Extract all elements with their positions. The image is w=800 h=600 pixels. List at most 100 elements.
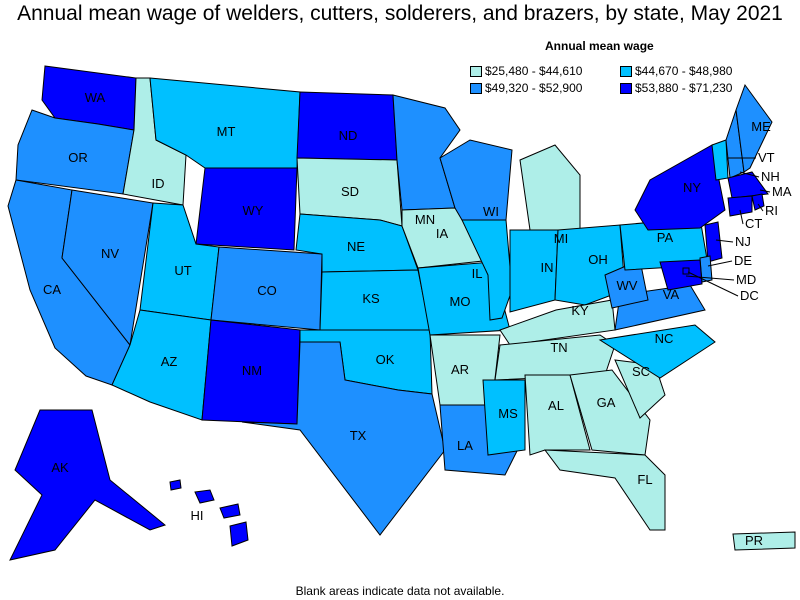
state-ri [751,193,765,211]
state-label-hi: HI [191,508,204,523]
legend-item-c1: $25,480 - $44,610 [470,64,582,78]
state-ny [634,144,726,231]
state-label-in: IN [541,260,554,275]
state-label-dc: DC [740,288,759,303]
state-shapes [7,65,796,561]
state-label-nm: NM [242,363,262,378]
state-label-az: AZ [161,354,178,369]
state-label-ar: AR [451,362,469,377]
state-tn [494,334,616,381]
legend-item-c3: $49,320 - $52,900 [470,81,582,95]
state-label-ri: RI [765,203,778,218]
state-me [735,83,773,173]
legend-label: $44,670 - $48,980 [635,64,733,78]
state-label-vt: VT [758,150,775,165]
state-ms [482,379,526,456]
legend-swatch [470,83,482,94]
state-label-ny: NY [683,180,701,195]
state-al [524,374,591,456]
state-ga [569,369,651,456]
state-label-ut: UT [174,263,191,278]
state-label-al: AL [548,398,564,413]
state-pr [732,531,796,551]
legend: $25,480 - $44,610 $44,670 - $48,980 $49,32… [470,64,770,98]
state-label-me: ME [751,119,771,134]
callout-line-ma [759,189,771,193]
state-label-sc: SC [632,364,650,379]
state-label-wa: WA [85,90,106,105]
state-label-mn: MN [415,212,435,227]
state-hi-island [219,503,241,519]
state-wy [195,167,298,251]
legend-label: $49,320 - $52,900 [485,81,583,95]
state-label-nc: NC [655,331,674,346]
callout-line-nj [715,239,734,243]
state-label-nj: NJ [735,234,751,249]
callout-line-nh [739,171,760,178]
callout-line-ct [739,209,744,225]
state-md [659,259,703,291]
legend-label: $25,480 - $44,610 [485,64,583,78]
state-label-nd: ND [339,128,358,143]
state-label-nv: NV [101,246,119,261]
state-mi [519,144,581,231]
state-label-mo: MO [450,294,471,309]
state-nj [704,221,723,263]
state-label-ct: CT [745,216,762,231]
state-ak [9,409,167,561]
legend-swatch [620,66,632,77]
state-label-id: ID [152,176,165,191]
state-ky [499,299,616,346]
state-label-tn: TN [550,340,567,355]
state-label-la: LA [457,438,473,453]
legend-title: Annual mean wage [545,39,654,53]
state-label-ia: IA [436,226,449,241]
state-label-il: IL [472,266,483,281]
callout-line-dc [687,271,739,297]
map-title: Annual mean wage of welders, cutters, so… [17,2,783,25]
state-label-ne: NE [347,239,365,254]
state-hi-island [169,479,182,491]
state-label-ak: AK [51,460,69,475]
state-label-wi: WI [483,204,499,219]
state-label-co: CO [257,283,277,298]
state-fl [543,449,666,531]
state-label-tx: TX [350,428,367,443]
legend-label: $53,880 - $71,230 [635,81,733,95]
state-label-fl: FL [637,472,652,487]
callout-line-ri [757,203,764,212]
callout-line-de [707,260,733,267]
state-label-wy: WY [243,203,264,218]
state-hi-island [229,521,249,547]
state-label-oh: OH [588,252,608,267]
state-dc [682,267,690,275]
state-label-wv: WV [617,278,638,293]
state-label-va: VA [663,287,680,302]
state-nc [598,324,716,379]
state-label-ky: KY [571,303,589,318]
legend-swatch [620,83,632,94]
state-nd [296,91,398,161]
state-label-de: DE [734,253,752,268]
legend-item-c4: $53,880 - $71,230 [620,81,732,95]
legend-swatch [470,66,482,77]
state-label-nh: NH [761,169,780,184]
state-label-ma: MA [772,184,792,199]
state-label-ms: MS [498,406,518,421]
state-il [461,219,513,321]
state-label-pr: PR [745,533,763,548]
state-label-ok: OK [376,352,395,367]
state-label-or: OR [68,150,88,165]
state-ct [727,195,753,217]
state-label-ga: GA [597,395,616,410]
state-label-mt: MT [217,124,236,139]
state-hi [194,489,215,504]
callout-line-md [685,275,735,281]
state-label-mi: MI [554,231,568,246]
state-label-ca: CA [43,282,61,297]
state-label-sd: SD [341,184,359,199]
state-label-md: MD [736,272,756,287]
legend-item-c2: $44,670 - $48,980 [620,64,732,78]
